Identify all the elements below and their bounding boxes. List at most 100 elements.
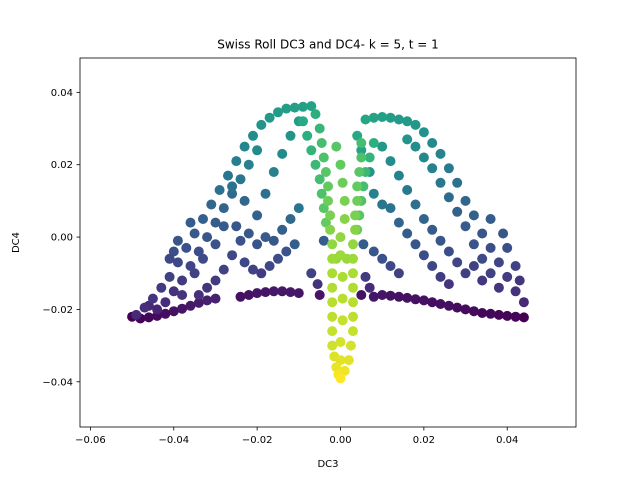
data-point [168, 306, 179, 317]
chart-title: Swiss Roll DC3 and DC4- k = 5, t = 1 [217, 38, 438, 52]
data-point [318, 152, 329, 163]
data-point [393, 268, 404, 279]
data-point [427, 163, 438, 174]
data-point [268, 286, 279, 297]
data-point [435, 299, 446, 309]
data-point [498, 228, 509, 239]
data-point [306, 101, 317, 112]
data-point [172, 235, 183, 246]
data-point [327, 268, 338, 279]
data-point [325, 224, 336, 235]
data-point [337, 271, 348, 282]
data-point [356, 152, 367, 163]
y-tick-label: 0.02 [51, 160, 73, 171]
data-point [368, 188, 379, 199]
data-point [252, 145, 263, 156]
data-point [452, 206, 463, 217]
data-point [156, 282, 167, 293]
data-point [320, 167, 331, 177]
data-point [314, 290, 325, 300]
data-point [277, 286, 288, 297]
data-point [231, 221, 242, 232]
data-point [348, 326, 358, 337]
data-point [193, 297, 204, 308]
data-point [485, 308, 496, 319]
data-point [460, 221, 471, 232]
data-point [325, 210, 336, 221]
data-point [285, 214, 296, 224]
data-point [348, 239, 358, 250]
data-point [343, 355, 354, 366]
x-axis: −0.06 −0.04 −0.02 0.00 0.02 0.04 [75, 427, 518, 446]
data-point [306, 145, 317, 156]
data-point [260, 287, 271, 298]
data-point [260, 188, 271, 199]
data-point [210, 275, 221, 286]
data-point [402, 116, 413, 127]
plot-frame [79, 57, 577, 428]
data-point [268, 167, 279, 177]
data-point [293, 288, 304, 299]
data-point [452, 257, 463, 268]
data-point [493, 282, 504, 293]
data-point [350, 210, 361, 221]
y-tick-label: −0.02 [42, 305, 73, 316]
data-point [310, 159, 321, 170]
data-point [177, 290, 188, 300]
data-point [218, 221, 229, 232]
data-point [314, 123, 325, 134]
data-point [468, 261, 479, 271]
data-point [356, 145, 367, 156]
data-point [323, 195, 333, 206]
data-point [189, 228, 200, 239]
data-point [298, 116, 308, 127]
data-point [339, 195, 350, 206]
data-point [418, 152, 429, 163]
data-point [252, 210, 263, 221]
data-point [239, 195, 250, 206]
data-point [427, 297, 438, 308]
data-point [285, 130, 296, 141]
data-point [223, 170, 233, 181]
data-point [354, 167, 365, 177]
data-point [264, 261, 275, 271]
data-point [281, 246, 292, 257]
data-point [356, 290, 367, 300]
data-point [335, 250, 346, 261]
data-point [218, 203, 229, 214]
data-point [331, 141, 342, 152]
data-point [256, 119, 267, 130]
data-point [452, 177, 463, 188]
data-point [393, 217, 404, 228]
data-point [302, 130, 313, 141]
data-point [277, 224, 288, 235]
data-point [337, 177, 348, 188]
data-point [510, 261, 521, 271]
data-point [402, 228, 413, 239]
data-point [210, 217, 221, 228]
data-point [345, 340, 356, 351]
y-tick-label: 0.00 [51, 233, 73, 244]
data-point [368, 246, 379, 257]
data-point [485, 214, 496, 224]
data-point [206, 199, 217, 210]
data-point [510, 286, 521, 297]
data-point [285, 287, 296, 298]
data-point [189, 268, 200, 279]
data-point [327, 311, 338, 322]
data-point [306, 268, 317, 279]
data-point [468, 306, 479, 317]
data-point [418, 250, 429, 261]
data-point [210, 293, 221, 304]
data-point [385, 156, 396, 167]
data-point [393, 291, 404, 302]
data-point [410, 239, 421, 250]
data-point [227, 181, 238, 192]
scatter-points [127, 101, 529, 384]
data-point [323, 181, 333, 192]
data-point [410, 119, 421, 130]
data-point [252, 239, 263, 250]
data-point [273, 107, 283, 118]
data-point [273, 253, 283, 264]
